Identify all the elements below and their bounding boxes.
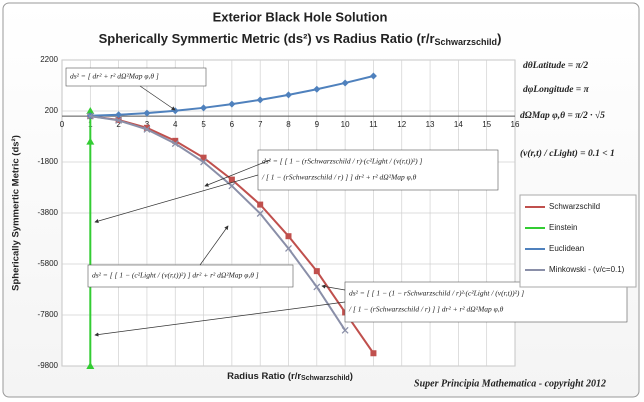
equation: / [ 1 − (rSchwarzschild / r) ] ] dr² + r… (348, 305, 504, 314)
y-axis-label: Spherically Symmertic Metric (ds²) (11, 135, 22, 291)
marker (86, 112, 94, 120)
marker (313, 85, 321, 93)
x-tick-label: 2 (116, 120, 121, 129)
x-tick-label: 0 (60, 120, 65, 129)
arrow (321, 284, 346, 291)
equation: ds² = [ dr² + r² dΩ²Map φ,θ ] (70, 72, 159, 81)
legend-box (519, 194, 637, 288)
equation-box (87, 264, 294, 288)
x-tick-label: 10 (341, 120, 350, 129)
arrow (199, 225, 229, 266)
arrow (94, 174, 259, 224)
x-axis-label: Radius Ratio (r/rSchwarzschild) (227, 371, 353, 382)
arrow (139, 85, 176, 111)
x-tick-label: 7 (258, 120, 263, 129)
x-tick-label: 13 (426, 120, 435, 129)
marker (115, 111, 123, 119)
marker (200, 104, 208, 112)
marker (143, 109, 151, 117)
marker (86, 107, 95, 114)
marker (171, 140, 179, 148)
x-tick-label: 9 (315, 120, 320, 129)
x-tick-label: 6 (230, 120, 235, 129)
y-tick-label: -9800 (38, 361, 59, 370)
y-tick-label: -1800 (38, 157, 59, 166)
x-tick-label: 8 (286, 120, 291, 129)
legend-label: Euclidean (549, 244, 584, 253)
x-tick-label: 15 (482, 120, 491, 129)
x-tick-label: 12 (397, 120, 406, 129)
constant: (v(r,t) / cLight) = 0.1 < 1 (520, 148, 615, 159)
y-tick-label: -3800 (38, 208, 59, 217)
legend-label: Minkowski - (v/c=0.1) (549, 265, 625, 274)
x-tick-label: 4 (173, 120, 178, 129)
equation: / [ 1 − (rSchwarzschild / r) ] ] dr² + r… (261, 173, 417, 182)
plot-area: 2200 200 -1800 -3800 -5800 -7800 -9800 0 1 2 3 4 5 6 7… (38, 55, 520, 370)
marker (228, 176, 235, 183)
marker (341, 326, 349, 334)
chart-title: Exterior Black Hole Solution (213, 9, 388, 24)
marker (285, 233, 292, 240)
y-tick-label: 200 (45, 106, 59, 115)
marker (369, 72, 377, 80)
series-line (90, 115, 346, 331)
marker (256, 96, 264, 104)
x-tick-label: 16 (511, 120, 520, 129)
marker (313, 268, 320, 275)
y-tick-label: -7800 (38, 310, 59, 319)
marker (200, 158, 208, 166)
legend-label: Schwarzschild (549, 202, 600, 211)
chart-subtitle: Spherically Symmertic Metric (ds²) vs Ra… (99, 31, 502, 47)
marker (86, 137, 95, 145)
x-tick-label: 11 (369, 120, 378, 129)
marker (143, 125, 151, 133)
legend: Schwarzschild Einstein Euclidean Minkowski … (519, 194, 637, 288)
marker (285, 244, 292, 252)
y-tick-label: -5800 (38, 259, 59, 268)
y-tick-label: 2200 (40, 55, 58, 64)
marker (228, 100, 236, 108)
equation: ds² = [ [ 1 − (rSchwarzschild / r)·(c²Li… (262, 157, 422, 166)
marker (257, 201, 264, 208)
footer: Super Principia Mathematica - copyright … (414, 378, 606, 389)
marker (285, 91, 292, 99)
equation-box (344, 281, 628, 323)
marker (256, 210, 264, 217)
marker (313, 283, 321, 291)
marker (341, 79, 349, 87)
constant: dΩMap φ,θ = π/2 · √5 (520, 110, 605, 121)
equation: ds² = [ [ 1 − (1 − rSchwarzschild / r)²·… (349, 289, 524, 298)
marker (370, 350, 377, 357)
arrow (204, 159, 271, 187)
equation: ds² = [ [ 1 − (c²Light / (v(r,t))²) ] dr… (92, 271, 259, 280)
marker (200, 154, 207, 161)
arrow (94, 301, 346, 337)
constant: dφLongitude = π (523, 85, 590, 95)
equation-box (65, 67, 207, 87)
equation-box (257, 149, 499, 191)
constant: dθLatitude = π/2 (523, 61, 588, 71)
marker (228, 182, 236, 190)
marker (86, 362, 95, 369)
marker (115, 116, 123, 124)
marker (143, 124, 150, 131)
legend-label: Einstein (549, 223, 577, 232)
x-tick-label: 3 (145, 120, 150, 129)
x-tick-label: 14 (454, 120, 463, 129)
x-tick-label: 5 (201, 120, 206, 129)
marker (172, 137, 179, 144)
